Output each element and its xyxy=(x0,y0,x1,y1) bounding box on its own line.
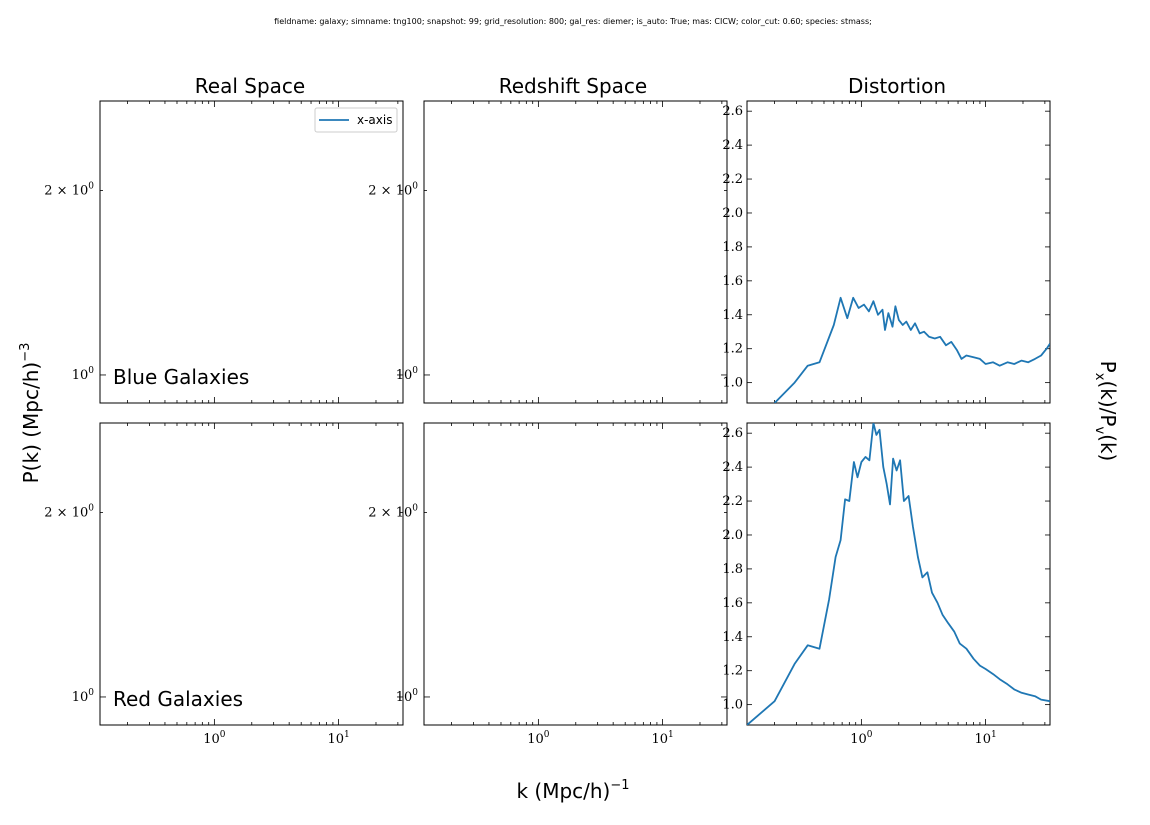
y-tick-label: 2 × 100 xyxy=(368,182,418,199)
x-axis-label-exp: −1 xyxy=(610,778,629,793)
y-axis-label-left: P(k) (Mpc/h)−3 xyxy=(18,343,43,484)
x-tick-label-base: 10 xyxy=(651,732,668,747)
x-tick-label: 101 xyxy=(327,730,349,747)
y-tick-label: 2.0 xyxy=(722,528,743,543)
y-axis-label-right-sub1: x xyxy=(1092,373,1107,381)
y-tick-label-exp: 0 xyxy=(88,182,94,192)
legend-box xyxy=(314,107,398,133)
y-tick-label: 1.0 xyxy=(722,376,743,391)
x-tick-label-base: 10 xyxy=(850,732,867,747)
y-tick-label: 100 xyxy=(396,366,419,383)
y-tick-label: 100 xyxy=(396,688,419,705)
x-tick-label-base: 10 xyxy=(527,732,544,747)
x-tick-label-exp: 0 xyxy=(867,730,873,740)
x-tick-label-base: 10 xyxy=(327,732,344,747)
x-tick-label: 101 xyxy=(651,730,673,747)
y-tick-label: 100 xyxy=(72,366,95,383)
x-tick-label-base: 10 xyxy=(203,732,220,747)
y-axis-label-left-exp: −3 xyxy=(18,343,33,362)
x-tick-label: 100 xyxy=(527,730,550,747)
axes-frame-redshift-red xyxy=(423,422,728,726)
y-tick-label: 100 xyxy=(72,688,95,705)
y-axis-label-right-sub2: v xyxy=(1092,426,1107,434)
y-tick-label: 2.2 xyxy=(722,172,743,187)
y-tick-label-exp: 0 xyxy=(412,182,418,192)
x-tick-label-exp: 1 xyxy=(668,730,674,740)
legend-label: x-axis xyxy=(357,113,392,127)
column-title-redshift: Redshift Space xyxy=(499,74,648,98)
y-tick-label-base: 2 × 10 xyxy=(44,506,88,521)
y-tick-label: 1.4 xyxy=(722,308,743,323)
y-tick-label: 2 × 100 xyxy=(44,504,94,521)
y-tick-label-exp: 0 xyxy=(88,688,94,698)
series-line-distortion-blue xyxy=(773,296,1050,403)
column-title-real: Real Space xyxy=(195,74,305,98)
y-tick-label-base: 10 xyxy=(72,368,89,383)
y-tick-label: 2.4 xyxy=(722,138,743,153)
x-tick-label-exp: 0 xyxy=(220,730,226,740)
x-tick-label-exp: 1 xyxy=(991,730,997,740)
y-tick-label-base: 2 × 10 xyxy=(368,184,412,199)
y-tick-label: 2.2 xyxy=(722,494,743,509)
y-axis-label-right-main: P xyxy=(1096,361,1120,373)
x-tick-label: 100 xyxy=(850,730,873,747)
y-tick-label-base: 2 × 10 xyxy=(368,506,412,521)
y-tick-label: 2 × 100 xyxy=(44,182,94,199)
y-axis-label-right-end: (k) xyxy=(1096,434,1120,461)
y-axis-label-right-mid: (k)/P xyxy=(1096,380,1120,426)
panel-distortion-blue: 1.0 1.2 1.4 1.6 1.8 2.0 2.2 2.4 2.6 xyxy=(722,100,1051,404)
y-tick-label: 1.6 xyxy=(722,274,743,289)
y-tick-label: 1.2 xyxy=(722,342,743,357)
y-tick-label: 2.6 xyxy=(722,426,743,441)
y-tick-label-exp: 0 xyxy=(88,366,94,376)
y-tick-label: 2.0 xyxy=(722,206,743,221)
x-axis-label: k (Mpc/h)−1 xyxy=(516,778,629,803)
y-tick-label: 2.6 xyxy=(722,104,743,119)
x-tick-label: 101 xyxy=(974,730,996,747)
suptitle: fieldname: galaxy; simname: tng100; snap… xyxy=(274,17,872,26)
legend: x-axis xyxy=(314,107,398,133)
x-axis-label-base: k (Mpc/h) xyxy=(516,779,610,803)
y-tick-label-base: 2 × 10 xyxy=(44,184,88,199)
y-tick-label: 1.0 xyxy=(722,698,743,713)
column-title-distortion: Distortion xyxy=(848,74,946,98)
series-line-distortion-red xyxy=(747,423,1050,725)
axes-frame-real-blue xyxy=(99,100,404,404)
y-tick-label: 1.8 xyxy=(722,562,743,577)
y-tick-label-base: 10 xyxy=(396,690,413,705)
y-tick-label-exp: 0 xyxy=(412,366,418,376)
y-axis-label-left-base: P(k) (Mpc/h) xyxy=(19,362,43,484)
y-tick-label-base: 10 xyxy=(72,690,89,705)
y-tick-label-exp: 0 xyxy=(412,688,418,698)
y-tick-label-base: 10 xyxy=(396,368,413,383)
axes-frame-redshift-blue xyxy=(423,100,728,404)
y-axis-label-right: Px(k)/Pv(k) xyxy=(1092,361,1120,462)
y-tick-label: 1.8 xyxy=(722,240,743,255)
row-label-blue: Blue Galaxies xyxy=(113,365,249,389)
y-tick-label-exp: 0 xyxy=(412,504,418,514)
y-tick-label-exp: 0 xyxy=(88,504,94,514)
row-label-red: Red Galaxies xyxy=(113,687,243,711)
axes-frame-distortion-red xyxy=(746,422,1051,726)
y-tick-label: 1.6 xyxy=(722,596,743,611)
y-tick-label: 1.4 xyxy=(722,630,743,645)
axes-frame-real-red xyxy=(99,422,404,726)
y-tick-label: 2.4 xyxy=(722,460,743,475)
x-tick-label-base: 10 xyxy=(974,732,991,747)
y-tick-label: 1.2 xyxy=(722,664,743,679)
y-tick-label: 2 × 100 xyxy=(368,504,418,521)
x-tick-label-exp: 1 xyxy=(344,730,350,740)
x-tick-label: 100 xyxy=(203,730,226,747)
x-tick-label-exp: 0 xyxy=(544,730,550,740)
axes-frame-distortion-blue xyxy=(746,100,1051,404)
